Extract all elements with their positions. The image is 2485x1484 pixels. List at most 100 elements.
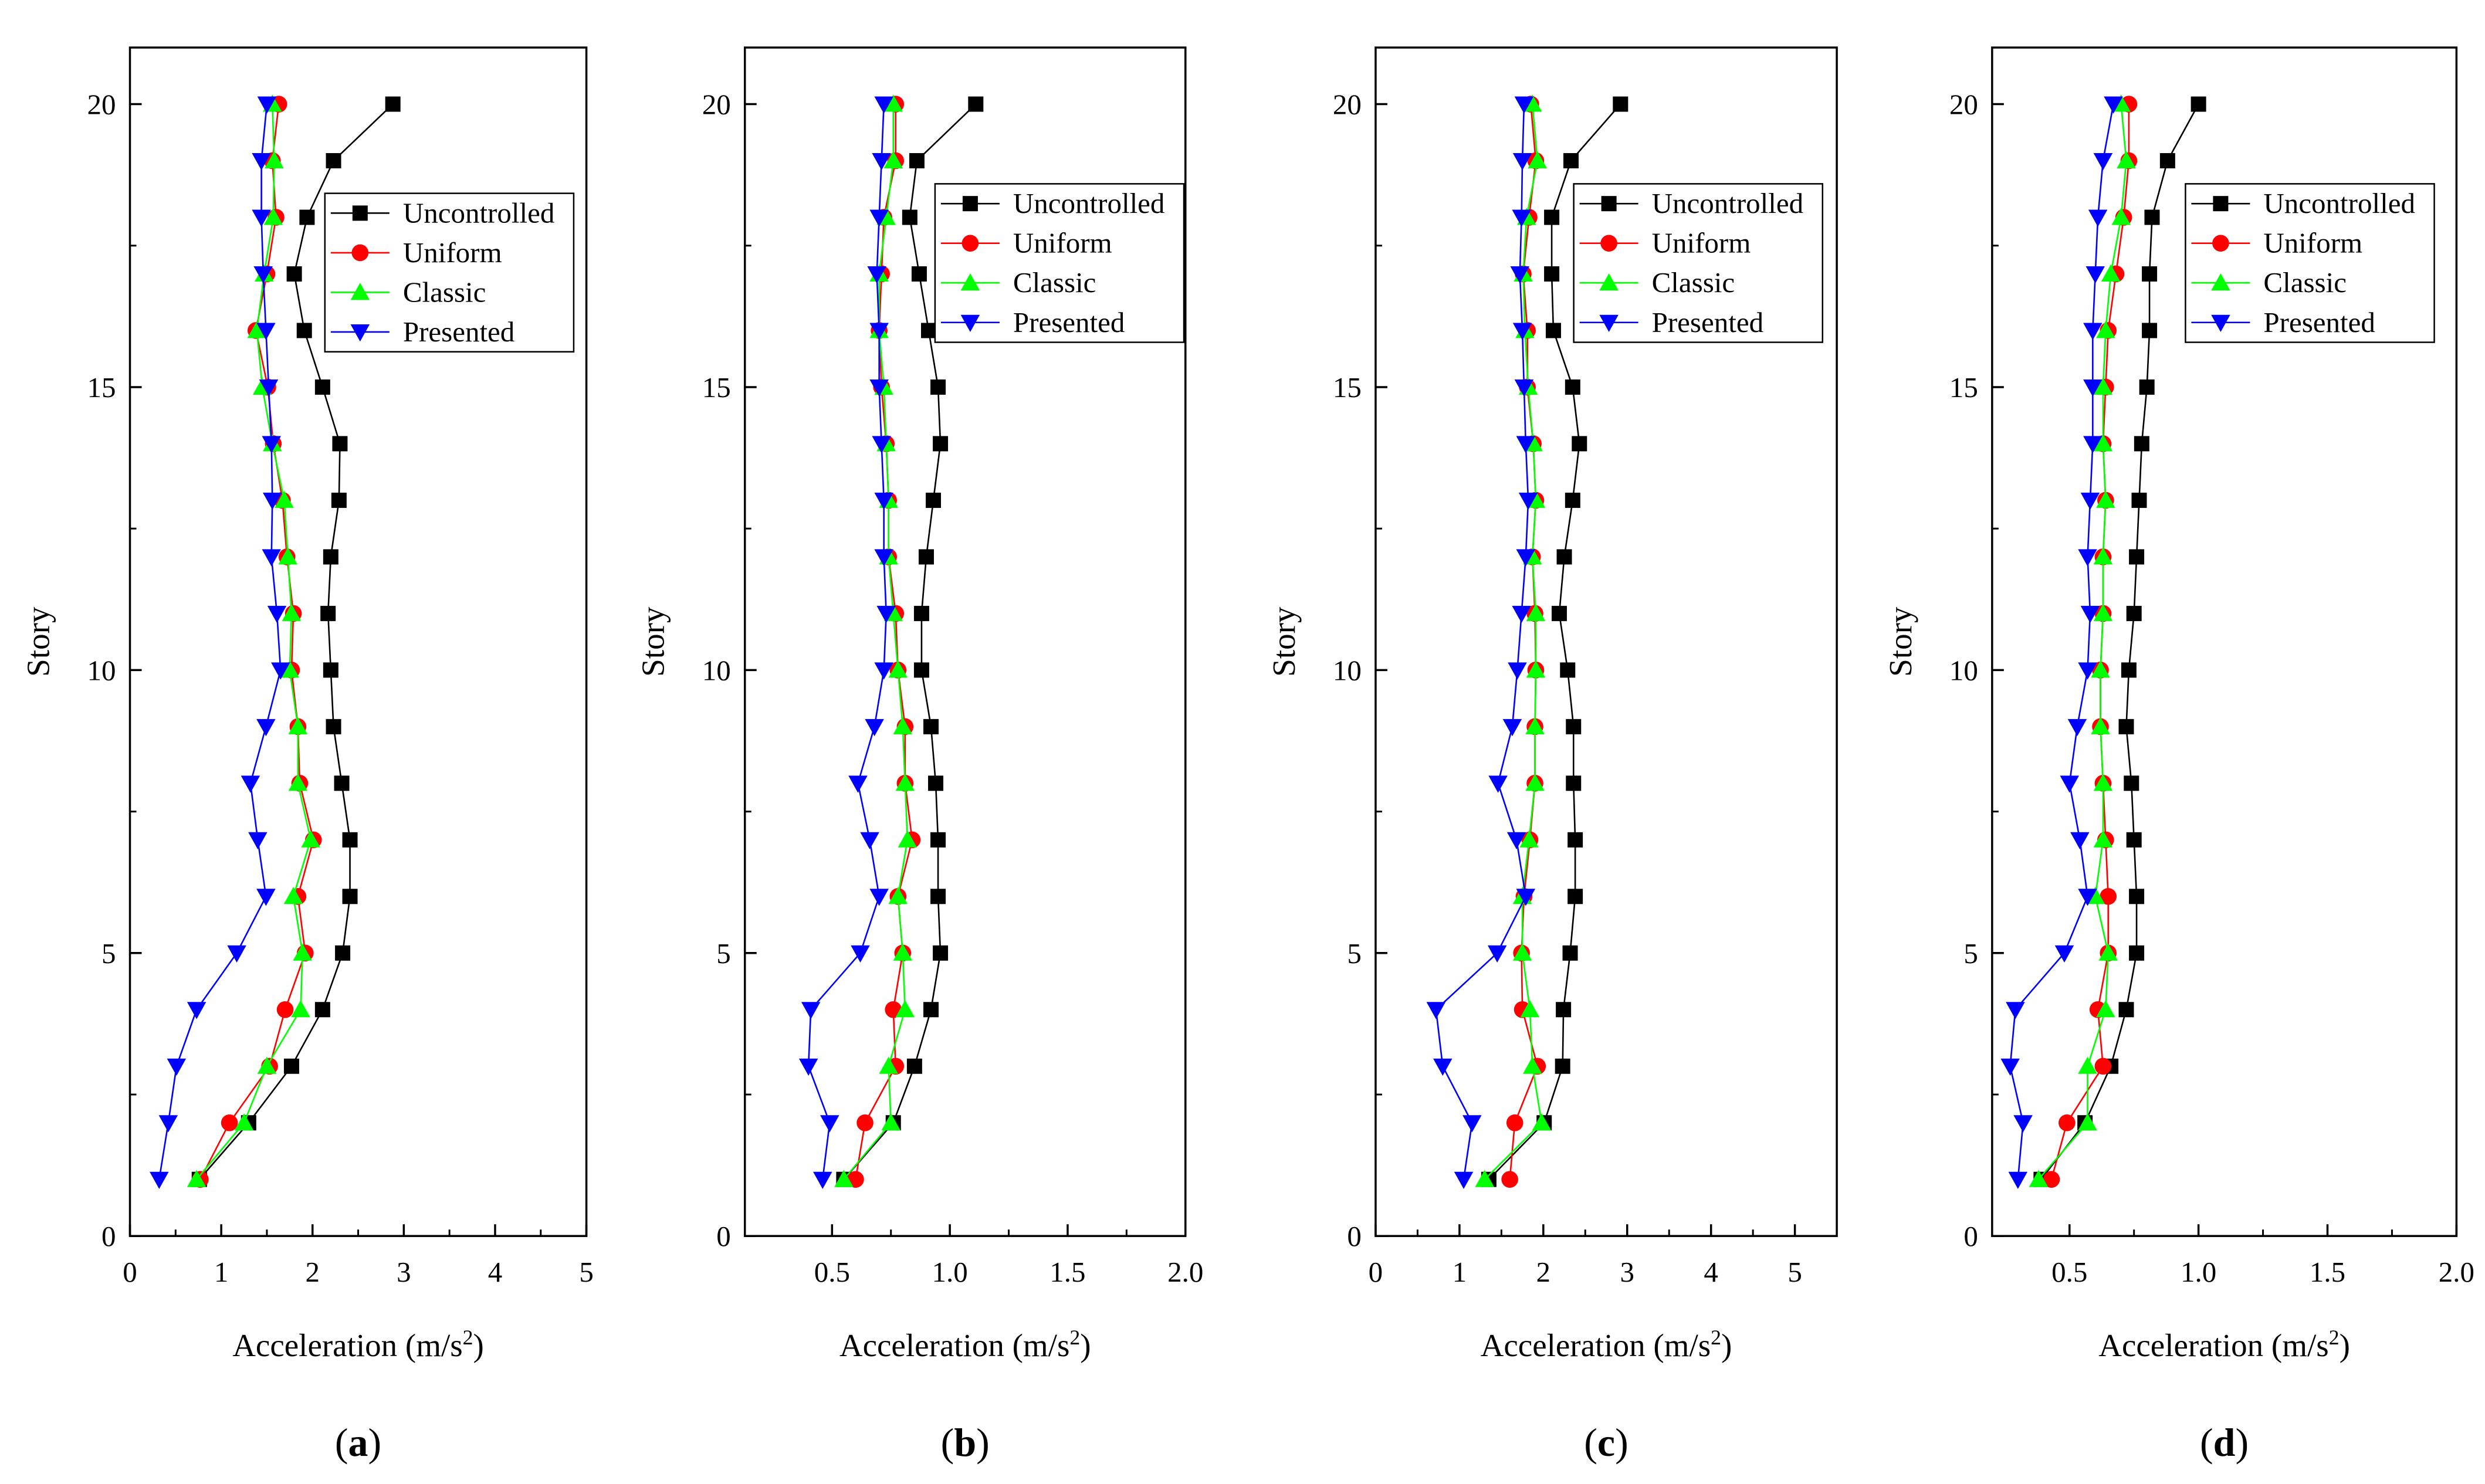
data-point-presented [872,436,891,453]
y-tick-label: 0 [1963,1220,1978,1252]
data-point-classic [2096,490,2115,508]
data-point-uncontrolled [331,492,347,508]
data-point-uncontrolled [1560,662,1576,678]
data-point-classic [879,1056,898,1074]
legend-label-presented: Presented [403,316,515,348]
series-line-presented [1435,104,1529,1180]
legend-label-uniform: Uniform [2263,227,2362,259]
data-point-presented [1514,96,1534,114]
data-point-presented [252,153,271,171]
legend-label-presented: Presented [1013,306,1125,338]
x-tick-label: 1.5 [2310,1256,2345,1288]
data-point-presented [1502,719,1522,737]
series-line-uniform [855,104,913,1180]
legend: Uncontrolled Uniform Classic Presented [2185,183,2435,343]
chart-panel-d: 0.5 1.0 1.5 2.0 0 5 10 15 20 Acceleration (m/s2) S… [1883,46,2474,1465]
legend-marker-classic [960,273,980,291]
x-tick-label: 1.0 [932,1256,968,1288]
legend-marker-presented [1599,314,1619,333]
data-point-presented [851,945,870,963]
data-point-presented [874,549,893,567]
data-point-classic [2096,1000,2115,1018]
data-point-uncontrolled [1562,945,1578,961]
x-axis-label: Acceleration (m/s2) [232,1326,484,1363]
x-tick-label: 0 [123,1256,137,1288]
data-point-uncontrolled [913,605,929,621]
data-point-presented [2080,605,2100,624]
plot-frame [743,46,1187,1237]
data-point-uncontrolled [323,662,338,678]
data-point-presented [1516,549,1536,567]
data-point-classic [1525,717,1545,734]
data-point-uncontrolled [2129,945,2145,961]
data-point-uniform [276,1001,294,1018]
series-line-classic [1484,104,1543,1180]
data-point-uncontrolled [2142,266,2158,282]
data-point-presented [1512,323,1532,340]
y-tick-label: 20 [1333,89,1362,121]
data-point-presented [2060,775,2079,793]
data-point-classic [895,1000,915,1018]
data-point-presented [1433,1058,1453,1076]
data-point-presented [2006,1002,2025,1019]
data-point-presented [860,832,879,850]
data-point-presented [259,379,279,397]
legend: Uncontrolled Uniform Classic Presented [1573,183,1824,343]
legend-label-uncontrolled: Uncontrolled [1013,187,1165,219]
data-point-uniform [1501,1171,1518,1188]
data-point-uncontrolled [2159,153,2175,169]
x-tick-label: 5 [579,1256,594,1288]
data-point-presented [874,662,893,680]
data-point-uncontrolled [1613,96,1629,112]
data-point-presented [267,605,287,624]
series-line-presented [807,104,887,1180]
x-tick-label: 2 [1536,1256,1551,1288]
x-tick-label: 1.0 [2181,1256,2216,1288]
data-point-presented [1510,266,1530,284]
data-point-presented [2104,96,2123,114]
data-point-presented [158,1115,178,1133]
data-point-classic [888,887,908,904]
data-point-presented [263,492,282,510]
y-tick-label: 10 [1949,654,1978,686]
data-point-uncontrolled [2121,662,2137,678]
legend-label-classic: Classic [403,276,486,308]
data-point-uncontrolled [299,209,315,225]
data-point-uncontrolled [930,832,946,848]
series-line-uncontrolled [198,103,394,1180]
y-axis-label: Story [21,607,56,677]
data-point-uncontrolled [342,889,358,904]
data-point-presented [2054,945,2074,963]
legend-label-uncontrolled: Uncontrolled [2263,187,2415,219]
data-point-presented [813,1171,832,1189]
data-point-presented [2085,266,2105,284]
y-tick-label: 15 [702,371,731,404]
legend-label-uncontrolled: Uncontrolled [403,196,555,229]
data-point-presented [2013,1115,2033,1133]
data-point-classic [893,943,913,961]
data-point-classic [263,208,283,225]
data-point-classic [2096,321,2115,338]
x-tick-label: 0.5 [814,1256,850,1288]
data-point-uncontrolled [2142,323,2158,338]
legend-label-classic: Classic [2263,266,2347,299]
data-point-uncontrolled [1567,889,1583,904]
data-point-uniform [221,1114,238,1131]
y-tick-label: 15 [1949,371,1978,404]
y-tick-label: 0 [101,1220,116,1252]
legend-marker-uncontrolled [352,205,368,221]
y-tick-label: 0 [716,1220,731,1252]
y-tick-label: 5 [101,937,116,970]
y-tick-label: 5 [716,937,731,970]
y-tick-label: 15 [1333,371,1362,404]
data-point-classic [282,604,302,621]
data-point-uniform [856,1114,874,1131]
data-point-classic [1519,830,1539,848]
data-point-presented [820,1115,839,1133]
data-point-classic [1526,604,1546,621]
data-point-uncontrolled [920,323,936,338]
data-point-classic [2091,660,2110,678]
data-point-classic [234,1113,254,1131]
data-point-uncontrolled [1566,775,1582,791]
data-point-classic [1522,1056,1542,1074]
